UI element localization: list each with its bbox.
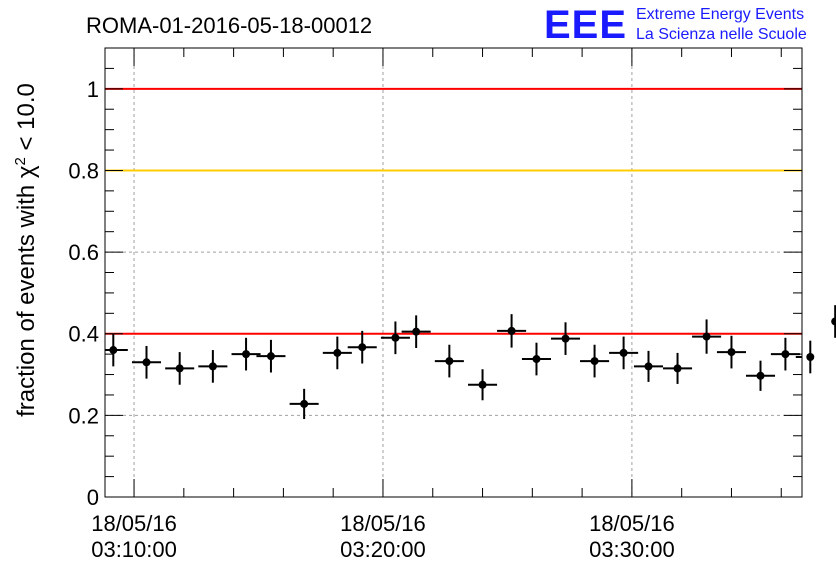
logo-line-2: La Scienza nelle Scuole xyxy=(636,26,807,43)
data-point xyxy=(401,315,431,349)
point-marker xyxy=(532,355,541,364)
y-tick-label: 0.2 xyxy=(68,403,99,428)
logo-acronym: EEE xyxy=(544,3,627,47)
data-point xyxy=(633,350,664,382)
data-point xyxy=(347,330,377,364)
axis-ticks xyxy=(105,48,802,498)
x-tick-labels: 18/05/1603:10:0018/05/1603:20:0018/05/16… xyxy=(91,511,674,562)
data-point xyxy=(289,388,319,420)
y-tick-label: 1 xyxy=(87,77,99,102)
x-tick-date-label: 18/05/16 xyxy=(589,511,675,536)
point-marker xyxy=(781,350,790,359)
point-marker xyxy=(507,326,516,335)
point-marker xyxy=(445,357,454,366)
point-marker xyxy=(391,333,400,342)
point-marker xyxy=(619,348,628,357)
x-tick-date-label: 18/05/16 xyxy=(340,511,426,536)
point-marker xyxy=(175,364,184,373)
data-point xyxy=(434,344,464,378)
data-point xyxy=(322,336,352,370)
data-point xyxy=(745,360,776,391)
data-point xyxy=(609,336,639,370)
y-axis-label: fraction of events with χ2 < 10.0 xyxy=(12,83,40,417)
data-point xyxy=(198,350,228,383)
data-point xyxy=(550,322,581,355)
point-marker xyxy=(412,327,421,336)
data-point xyxy=(521,342,551,376)
y-tick-labels: 0 0.2 0.4 0.6 0.8 1 xyxy=(68,77,99,510)
data-point xyxy=(380,321,410,355)
y-tick-label: 0.8 xyxy=(68,158,99,183)
point-marker xyxy=(333,348,342,357)
data-point xyxy=(692,319,722,354)
data-point xyxy=(716,335,746,369)
chart-title: ROMA-01-2016-05-18-00012 xyxy=(86,13,372,38)
x-tick-time-label: 03:20:00 xyxy=(340,537,426,562)
data-point xyxy=(105,333,128,367)
data-point xyxy=(165,352,195,385)
data-point xyxy=(231,337,261,371)
point-marker xyxy=(831,317,836,326)
data-point xyxy=(468,369,498,401)
x-tick-date-label: 18/05/16 xyxy=(91,511,177,536)
x-tick-time-label: 03:10:00 xyxy=(91,537,177,562)
y-tick-label: 0.4 xyxy=(68,322,99,347)
data-point xyxy=(131,345,162,379)
point-marker xyxy=(266,352,275,361)
point-marker xyxy=(806,352,815,361)
data-point xyxy=(256,339,286,373)
y-tick-label: 0 xyxy=(87,485,99,510)
y-tick-label: 0.6 xyxy=(68,240,99,265)
point-marker xyxy=(702,332,711,341)
data-point xyxy=(770,337,800,371)
point-marker xyxy=(756,371,765,380)
data-point xyxy=(831,305,836,338)
data-point xyxy=(795,340,815,374)
point-marker xyxy=(208,362,217,371)
data-point xyxy=(663,352,693,384)
point-marker xyxy=(644,362,653,371)
point-marker xyxy=(109,346,118,355)
point-marker xyxy=(142,358,151,367)
point-marker xyxy=(561,334,570,343)
reference-lines xyxy=(105,87,802,335)
point-marker xyxy=(300,399,309,408)
point-marker xyxy=(242,350,251,359)
data-point xyxy=(497,314,527,348)
point-marker xyxy=(590,357,599,366)
logo-line-1: Extreme Energy Events xyxy=(636,6,804,23)
x-tick-time-label: 03:30:00 xyxy=(589,537,675,562)
eee-logo: EEE Extreme Energy Events La Scienza nel… xyxy=(544,3,807,47)
data-point xyxy=(580,344,610,378)
point-marker xyxy=(673,364,682,373)
point-marker xyxy=(727,348,736,357)
point-marker xyxy=(478,380,487,389)
point-marker xyxy=(358,343,367,352)
data-points xyxy=(105,305,836,420)
